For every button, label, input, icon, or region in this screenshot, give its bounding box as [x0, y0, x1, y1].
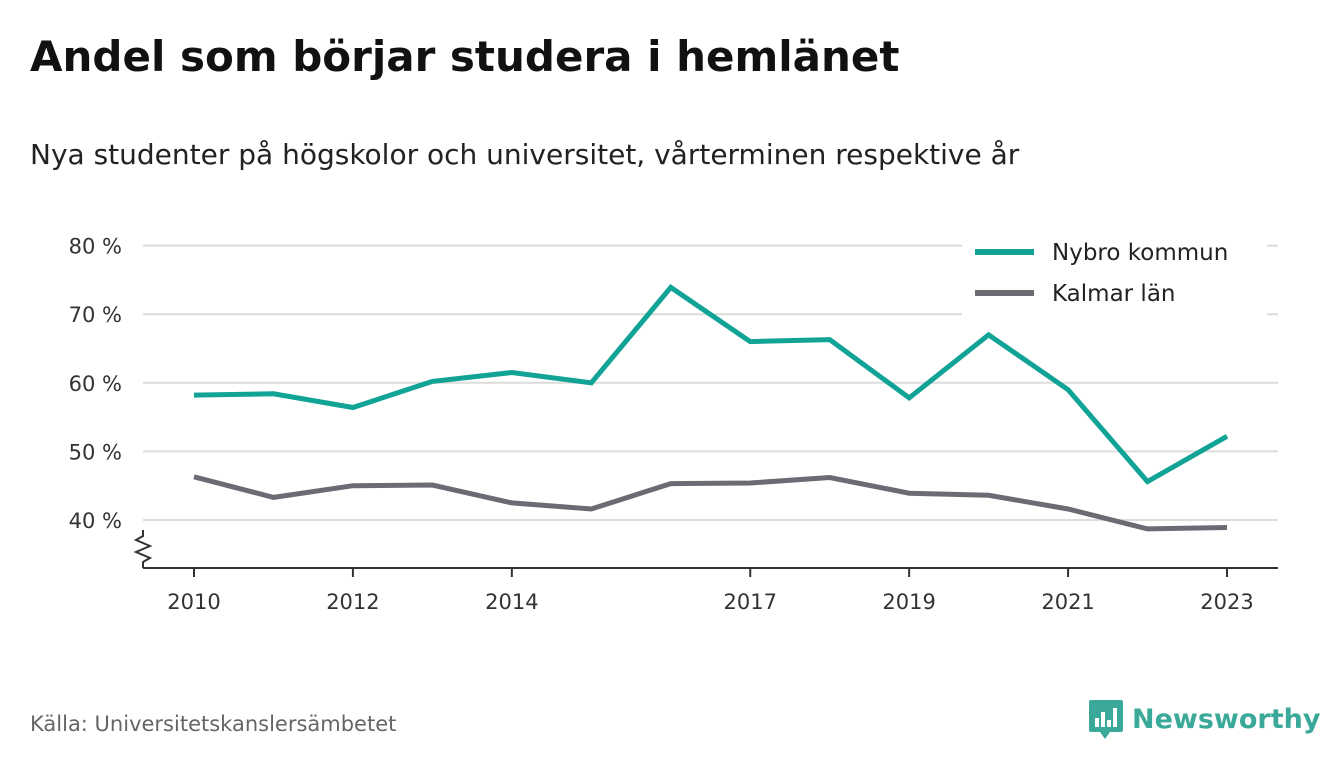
brand-name: Newsworthy [1132, 703, 1321, 735]
x-tick-label: 2012 [326, 590, 379, 614]
legend: Nybro kommun Kalmar län [962, 228, 1267, 320]
x-tick-label: 2021 [1041, 590, 1094, 614]
y-tick-label: 70 % [69, 303, 122, 327]
newsworthy-logo-icon [1089, 700, 1123, 739]
y-tick-label: 80 % [69, 235, 122, 259]
x-tick-label: 2010 [167, 590, 220, 614]
series-lines [193, 284, 1229, 532]
series-line-kalmar-län [193, 474, 1228, 532]
legend-background [962, 228, 1267, 320]
x-tick-label: 2023 [1200, 590, 1253, 614]
x-tick-label: 2017 [724, 590, 777, 614]
y-tick-label: 50 % [69, 440, 122, 464]
line-chart: 40 % 50 % 60 % 70 % 80 % 2010 2012 2014 2017 2019… [68, 228, 1278, 614]
y-tick-label: 40 % [69, 509, 122, 533]
axes: 40 % 50 % 60 % 70 % 80 % 2010 2012 2014 2017 2019… [69, 235, 1278, 614]
source-note: Källa: Universitetskanslersämbetet [30, 712, 397, 736]
y-tick-label: 60 % [69, 372, 122, 396]
chart-subtitle: Nya studenter på högskolor och universit… [30, 138, 1020, 171]
x-tick-label: 2019 [882, 590, 935, 614]
brand-logo: Newsworthy [1088, 698, 1320, 740]
chart-title: Andel som börjar studera i hemlänet [30, 32, 900, 81]
x-tick-label: 2014 [485, 590, 538, 614]
legend-label: Kalmar län [1052, 281, 1176, 307]
series-line-nybro-kommun [193, 284, 1229, 485]
legend-label: Nybro kommun [1052, 240, 1228, 266]
y-axis-break [133, 530, 153, 568]
